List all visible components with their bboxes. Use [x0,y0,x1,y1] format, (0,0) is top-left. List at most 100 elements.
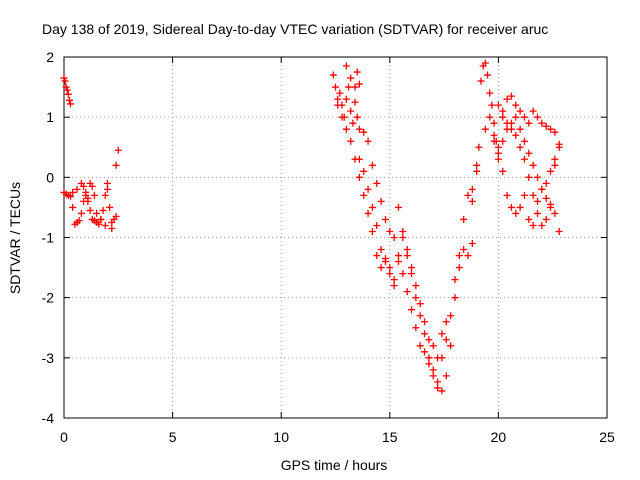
data-point [547,125,555,133]
data-point [425,354,433,362]
data-point [525,149,533,157]
data-point [84,197,92,205]
x-tick-label: 0 [60,429,68,445]
data-point [455,252,463,260]
data-point [486,113,494,121]
data-point [355,80,363,88]
data-point [342,125,350,133]
data-point [464,252,472,260]
data-point [368,227,376,235]
data-point [412,282,420,290]
data-point [360,128,368,136]
data-point [69,203,77,211]
data-point [542,215,550,223]
data-point [364,137,372,145]
data-point [525,119,533,127]
data-point [468,240,476,248]
data-point [368,203,376,211]
data-point [377,264,385,272]
data-point [447,312,455,320]
data-point [347,107,355,115]
data-point [386,264,394,272]
data-point [377,197,385,205]
data-point [429,372,437,380]
data-point [551,128,559,136]
data-point [477,77,485,85]
data-point [65,96,73,104]
data-point [533,173,541,181]
data-point [475,143,483,151]
data-point [494,101,502,109]
data-point [512,113,520,121]
data-point [533,197,541,205]
data-point [106,203,114,211]
data-point [403,288,411,296]
data-point [490,137,498,145]
data-point [336,89,344,97]
data-point [520,137,528,145]
series-segment-main-spikes [342,62,483,205]
data-point [332,83,339,91]
data-point [499,137,507,145]
data-point [533,113,541,121]
data-point [93,209,101,217]
data-point [338,113,346,121]
data-point [503,95,511,103]
data-point [512,131,520,139]
data-point [421,348,429,356]
data-point [108,224,116,232]
data-point [442,372,450,380]
data-point [408,264,416,272]
data-point [360,191,368,199]
data-point [520,113,528,121]
data-point [373,179,381,187]
data-point [399,270,407,278]
data-point [381,255,389,263]
series-segment-early-c [69,179,120,229]
data-point [484,71,492,79]
data-point [342,95,350,103]
data-point [490,119,498,127]
data-point [416,342,424,350]
data-point [62,83,70,91]
data-point [394,258,402,266]
data-point [555,140,563,148]
x-tick-label: 5 [169,429,177,445]
data-point [108,218,116,226]
data-point [386,227,394,235]
data-point [529,107,537,115]
data-point [468,185,476,193]
data-point [503,119,511,127]
data-point [499,167,507,175]
data-point [516,125,524,133]
data-point [542,194,550,202]
data-point [103,185,111,193]
data-point [442,318,450,326]
data-point [460,246,468,254]
data-point [416,312,424,320]
data-point [88,182,96,190]
data-point [353,113,361,121]
data-point [69,188,77,196]
data-point [529,191,537,199]
series-segment-main-mid [355,155,450,362]
data-point [349,119,357,127]
data-point [516,107,524,115]
series-segment-late-d [494,101,559,136]
data-point [438,387,446,395]
data-point [408,270,416,278]
data-point [95,220,103,228]
data-point [542,179,550,187]
data-point [529,161,537,169]
data-point [507,203,515,211]
data-point [490,131,498,139]
data-point [329,71,337,79]
data-point [408,306,416,314]
data-point [525,173,533,181]
data-point [377,246,385,254]
data-point [455,264,463,272]
data-point [507,125,515,133]
data-point [394,252,402,260]
data-point [381,215,389,223]
data-point [555,227,563,235]
